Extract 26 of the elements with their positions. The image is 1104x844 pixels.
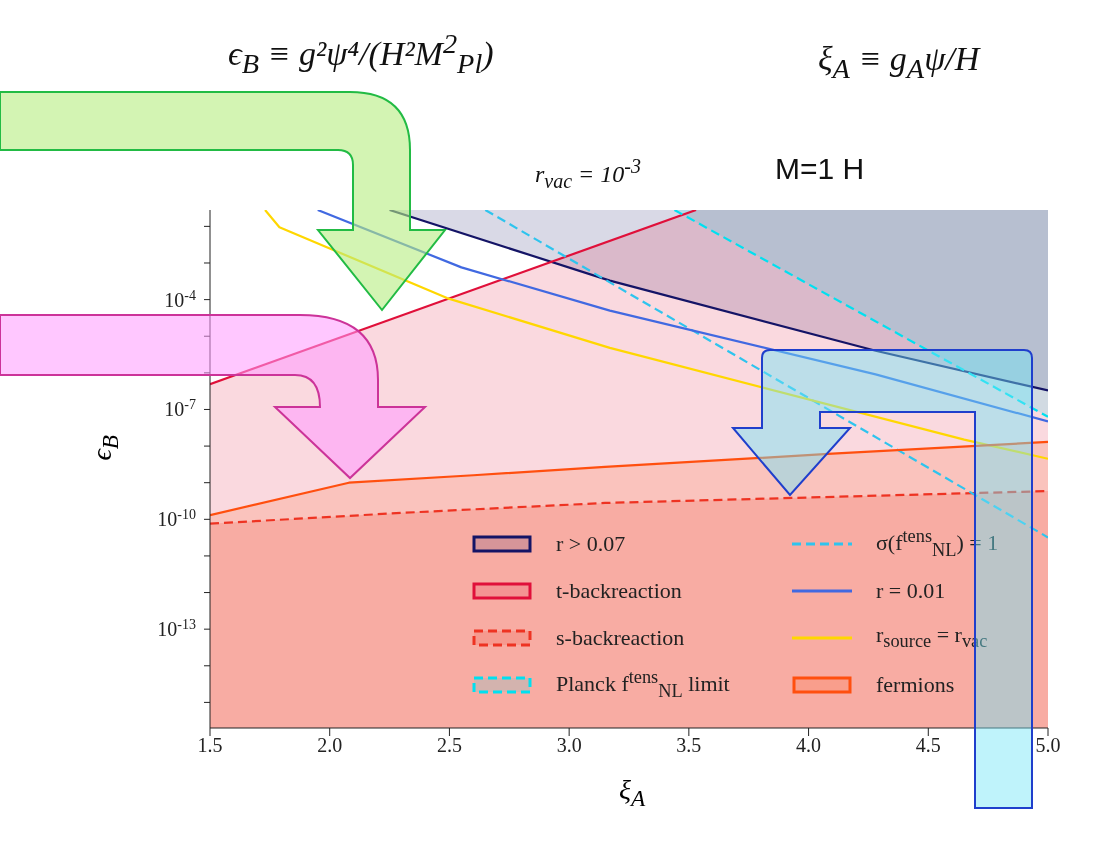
legend-label: Planck f$^{tens}$$_{NL}$ limit (556, 667, 730, 702)
text: ξ$_{A}$ ≡ g$_{A}$ψ/H (818, 40, 980, 84)
legend-label: r > 0.07 (556, 530, 626, 557)
x-tick-label: 5.0 (1035, 734, 1061, 757)
legend-label: s-backreaction (556, 624, 685, 651)
y-tick-label: 10$^{-4}$ (164, 287, 196, 311)
y-tick-label: 10$^{-13}$ (157, 616, 196, 641)
line-series (210, 440, 1048, 517)
y-tick-label: 10$^{-10}$ (157, 506, 196, 531)
y-tick-label: 10$^{-7}$ (164, 396, 196, 421)
x-tick-label: 3.5 (676, 734, 702, 757)
x-tick-label: 1.5 (197, 734, 223, 757)
legend-label: fermions (876, 671, 955, 698)
text: M=1 H (775, 152, 865, 185)
x-axis-title: ξ$_{A}$ (619, 774, 646, 811)
line-series (263, 210, 1048, 460)
legend-label: t-backreaction (556, 577, 682, 604)
x-tick-label: 4.0 (796, 734, 822, 757)
text: ϵ$_{B}$ ≡ g²ψ⁴/(H²M$^{2}$$_{Pl}$) (228, 28, 494, 80)
x-tick-label: 4.5 (915, 734, 941, 757)
x-tick-label: 3.0 (556, 734, 582, 757)
text: r$_{vac}$ = 10$^{-3}$ (535, 155, 641, 192)
x-tick-label: 2.5 (436, 734, 462, 757)
line-series (316, 210, 1048, 423)
x-tick-label: 2.0 (317, 734, 343, 757)
legend-label: r = 0.01 (876, 577, 946, 604)
